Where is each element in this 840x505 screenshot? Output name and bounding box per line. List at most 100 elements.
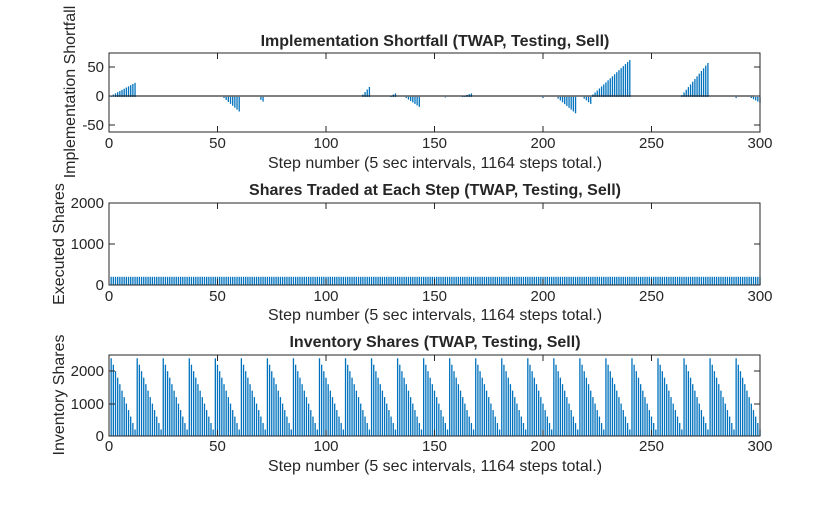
inventory-bar <box>663 377 666 436</box>
executed-shares-bar <box>275 276 277 285</box>
inventory-bar <box>557 371 559 436</box>
executed-shares-bar <box>292 276 295 285</box>
shortfall-bar <box>698 73 700 97</box>
chart2-ylabel: Executed Shares <box>51 183 68 305</box>
inventory-bar <box>392 423 394 436</box>
executed-shares-bar <box>423 276 425 285</box>
executed-shares-bar <box>579 276 581 285</box>
executed-shares-bar <box>255 276 258 285</box>
executed-shares-bar <box>427 276 429 285</box>
executed-shares-bar <box>416 276 418 285</box>
inventory-bar <box>600 423 603 436</box>
inventory-bar <box>574 423 577 436</box>
inventory-bar <box>698 403 700 436</box>
executed-shares-bar <box>160 276 162 285</box>
inventory-bar <box>561 384 564 436</box>
executed-shares-bar <box>184 276 186 285</box>
executed-shares-bar <box>403 276 405 285</box>
inventory-bar <box>590 390 592 436</box>
inventory-bar <box>676 416 679 436</box>
executed-shares-bar <box>245 276 247 285</box>
inventory-bar <box>438 403 440 436</box>
executed-shares-bar <box>329 276 331 285</box>
executed-shares-bar <box>364 276 366 285</box>
executed-shares-bar <box>692 276 694 285</box>
executed-shares-bar <box>186 276 188 285</box>
executed-shares-bar <box>548 276 551 285</box>
chart3-ytick-label: 0 <box>96 428 104 445</box>
executed-shares-bar <box>310 276 312 285</box>
executed-shares-bar <box>535 276 538 285</box>
inventory-bar <box>362 410 364 436</box>
executed-shares-bar <box>644 276 646 285</box>
inventory-bar <box>620 403 622 436</box>
executed-shares-bar <box>284 276 286 285</box>
inventory-bar <box>401 371 403 436</box>
executed-shares-bar <box>242 276 245 285</box>
executed-shares-bar <box>683 276 685 285</box>
executed-shares-bar <box>670 276 672 285</box>
executed-shares-bar <box>418 276 420 285</box>
inventory-bar <box>494 416 496 436</box>
executed-shares-bar <box>446 276 449 285</box>
inventory-bar <box>182 416 184 436</box>
inventory-bar <box>297 371 299 436</box>
executed-shares-bar <box>390 276 392 285</box>
executed-shares-bar <box>546 276 548 285</box>
inventory-bar <box>570 410 572 436</box>
inventory-bar <box>321 364 323 436</box>
inventory-bar <box>136 358 138 436</box>
inventory-bar <box>292 358 295 436</box>
executed-shares-bar <box>357 276 360 285</box>
executed-shares-bar <box>388 276 390 285</box>
inventory-bar <box>164 364 167 436</box>
inventory-bar <box>251 390 253 436</box>
inventory-bar <box>735 358 737 436</box>
chart3-xtick-label: 50 <box>209 438 226 455</box>
executed-shares-bar <box>672 276 674 285</box>
inventory-bar <box>616 390 618 436</box>
executed-shares-bar <box>438 276 440 285</box>
shortfall-bar <box>416 96 418 106</box>
inventory-bar <box>559 377 562 436</box>
inventory-bar <box>540 397 542 436</box>
chart2-axes-box <box>108 202 761 286</box>
executed-shares-bar <box>201 276 203 285</box>
inventory-bar <box>594 403 596 436</box>
inventory-bar <box>564 390 566 436</box>
executed-shares-bar <box>642 276 644 285</box>
inventory-bar <box>234 416 236 436</box>
inventory-bar <box>351 377 353 436</box>
executed-shares-bar <box>679 276 681 285</box>
executed-shares-bar <box>145 276 147 285</box>
executed-shares-bar <box>312 276 314 285</box>
inventory-bar <box>119 384 121 436</box>
inventory-bar <box>342 429 345 436</box>
executed-shares-bar <box>518 276 520 285</box>
executed-shares-bar <box>522 276 525 285</box>
executed-shares-bar <box>271 276 273 285</box>
executed-shares-bar <box>648 276 650 285</box>
inventory-bar <box>477 364 479 436</box>
inventory-bar <box>687 371 690 436</box>
executed-shares-bar <box>715 276 718 285</box>
inventory-bar <box>117 377 119 436</box>
executed-shares-bar <box>110 276 112 285</box>
executed-shares-bar <box>661 276 663 285</box>
chart1-xtick-label: 150 <box>422 135 447 152</box>
inventory-bar <box>642 390 644 436</box>
shortfall-bar <box>694 79 696 97</box>
inventory-bar <box>334 403 336 436</box>
executed-shares-bar <box>626 276 629 285</box>
panel-implementation-shortfall: Implementation Shortfall (TWAP, Testing,… <box>62 6 773 179</box>
chart3-xtick-label: 100 <box>313 438 338 455</box>
shortfall-bar <box>629 60 631 97</box>
inventory-bar <box>294 364 297 436</box>
chart1-x-ticks: 0 50 100 150 200 250 300 <box>105 53 773 152</box>
executed-shares-bar <box>496 276 499 285</box>
shortfall-bar <box>125 87 128 97</box>
inventory-bar <box>507 377 509 436</box>
shortfall-bar <box>130 85 132 97</box>
executed-shares-bar <box>475 276 477 285</box>
